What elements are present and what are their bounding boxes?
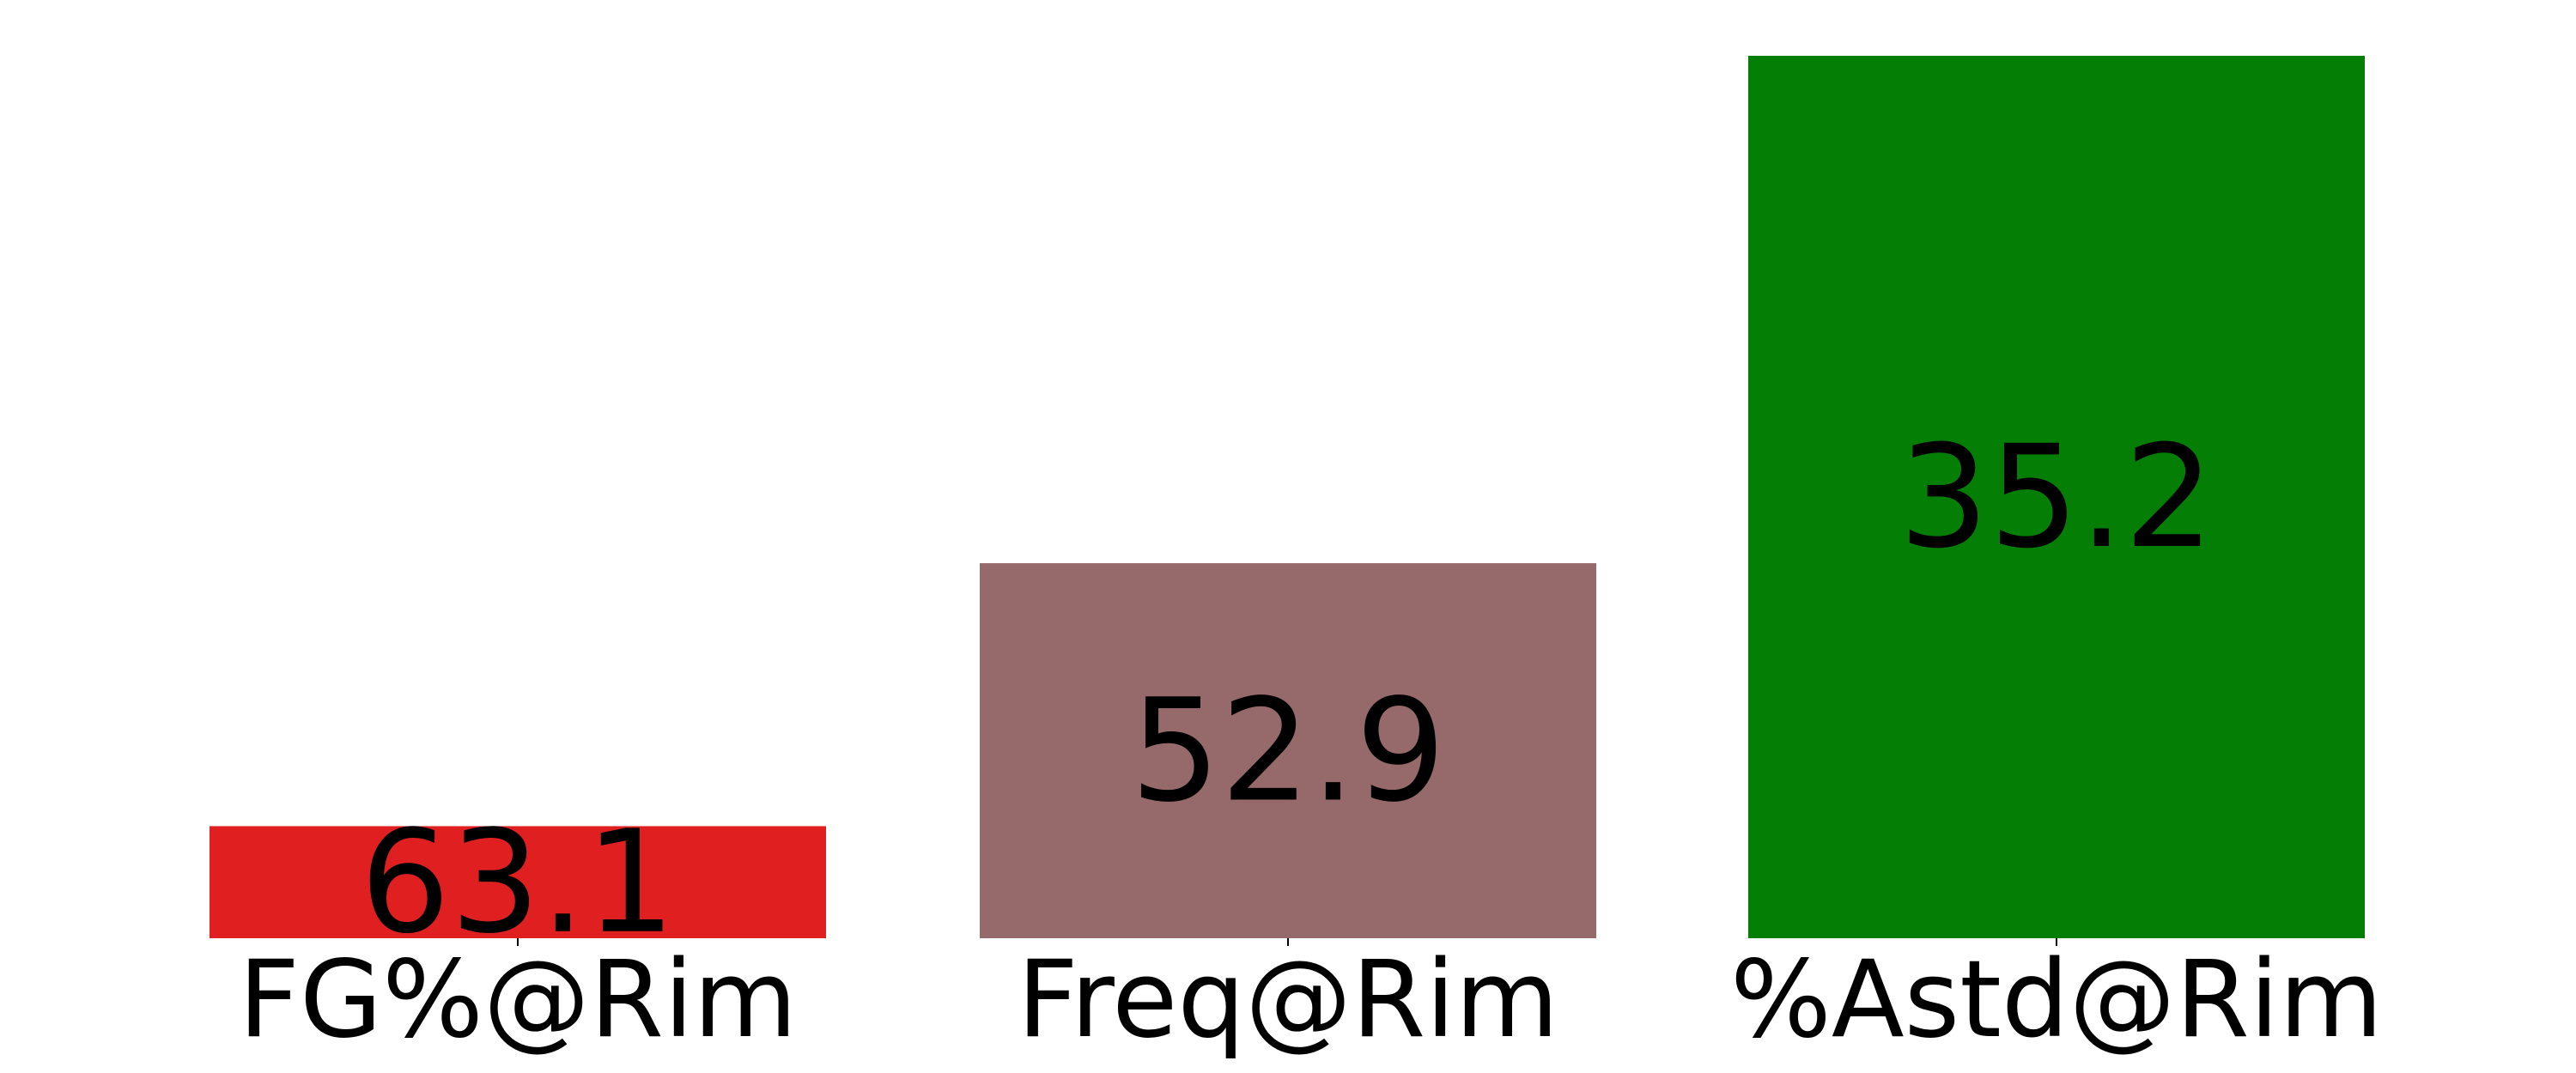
data-label-fg-rim: 63.1	[360, 800, 675, 965]
data-label-astd-rim: 35.2	[1899, 415, 2214, 579]
plot-area: 63.1FG%@Rim 52.9 Freq@Rim 35.2 %Astd@Rim	[210, 56, 2383, 1062]
data-label-freq-rim: 52.9	[1130, 669, 1445, 834]
bar-freq-rim	[980, 563, 1596, 938]
bar-astd-rim	[1748, 56, 2365, 938]
x-tick-label-fg-rim: FG%@Rim	[239, 938, 798, 1062]
bar-fg-rim	[210, 826, 826, 938]
x-tick-label-astd-rim: %Astd@Rim	[1730, 938, 2383, 1062]
x-tick-label-freq-rim: Freq@Rim	[1018, 938, 1559, 1062]
